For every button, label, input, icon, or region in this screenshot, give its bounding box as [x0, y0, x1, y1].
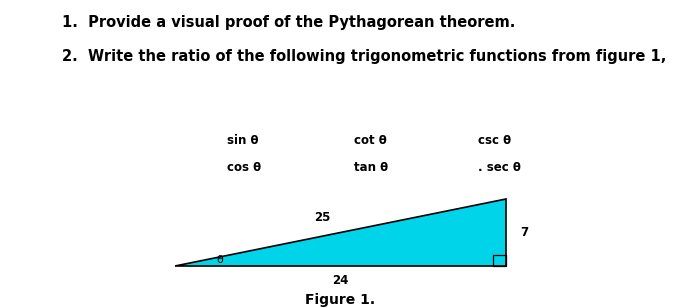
Text: . sec θ: . sec θ — [478, 161, 521, 174]
Text: θ: θ — [217, 255, 224, 265]
Text: 7: 7 — [520, 226, 528, 239]
Text: 1.  Provide a visual proof of the Pythagorean theorem.: 1. Provide a visual proof of the Pythago… — [62, 15, 515, 30]
Text: tan θ: tan θ — [354, 161, 389, 174]
Text: cot θ: cot θ — [354, 134, 387, 147]
Text: 2.  Write the ratio of the following trigonometric functions from figure 1,: 2. Write the ratio of the following trig… — [62, 49, 666, 64]
Text: Figure 1.: Figure 1. — [305, 293, 376, 307]
Text: sin θ: sin θ — [227, 134, 259, 147]
Polygon shape — [175, 199, 506, 266]
Text: csc θ: csc θ — [478, 134, 511, 147]
Bar — [493, 255, 506, 266]
Text: 25: 25 — [314, 211, 330, 224]
Text: cos θ: cos θ — [227, 161, 261, 174]
Text: 24: 24 — [332, 274, 349, 287]
